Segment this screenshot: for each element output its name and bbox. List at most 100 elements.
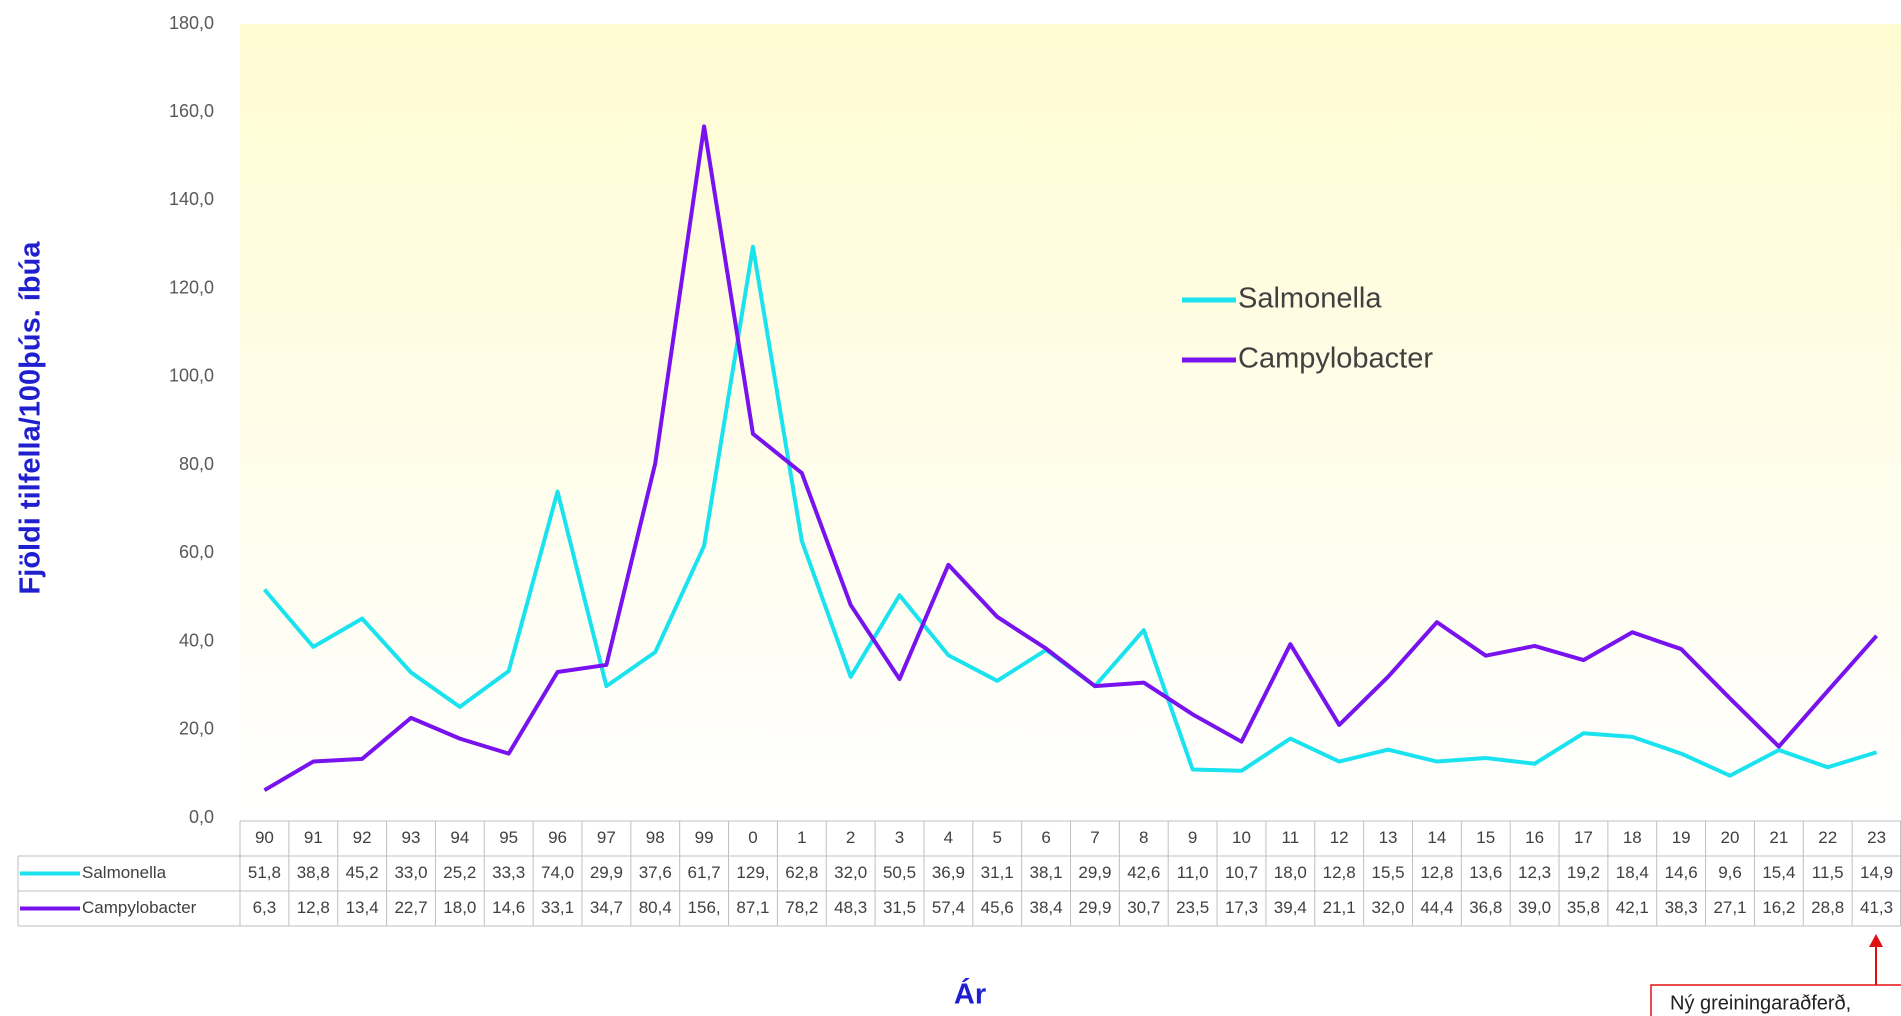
data-label: 34,7 xyxy=(590,898,623,917)
x-tick-label: 14 xyxy=(1427,828,1446,847)
data-label: 78,2 xyxy=(785,898,818,917)
data-label: 44,4 xyxy=(1420,898,1453,917)
data-label: 14,6 xyxy=(1665,863,1698,882)
x-tick-label: 6 xyxy=(1041,828,1050,847)
data-label: 38,3 xyxy=(1665,898,1698,917)
x-tick-label: 21 xyxy=(1769,828,1788,847)
data-label: 18,0 xyxy=(1274,863,1307,882)
data-label: 25,2 xyxy=(443,863,476,882)
data-label: 22,7 xyxy=(394,898,427,917)
annotation: Ný greiningaraðferð, xyxy=(1670,992,1851,1014)
data-label: 74,0 xyxy=(541,863,574,882)
data-label: 13,6 xyxy=(1469,863,1502,882)
x-axis-title: Ár xyxy=(954,977,986,1011)
x-tick-label: 91 xyxy=(304,828,323,847)
table-row-label: Campylobacter xyxy=(82,898,197,917)
annotation-box xyxy=(1650,984,1901,1016)
data-label: 38,4 xyxy=(1030,898,1063,917)
y-tick-label: 180,0 xyxy=(169,13,214,33)
x-tick-label: 9 xyxy=(1188,828,1197,847)
data-label: 30,7 xyxy=(1127,898,1160,917)
data-label: 50,5 xyxy=(883,863,916,882)
data-label: 19,2 xyxy=(1567,863,1600,882)
data-label: 32,0 xyxy=(1371,898,1404,917)
x-tick-label: 10 xyxy=(1232,828,1251,847)
data-label: 6,3 xyxy=(253,898,277,917)
x-tick-label: 98 xyxy=(646,828,665,847)
y-tick-label: 80,0 xyxy=(179,454,214,474)
data-label: 61,7 xyxy=(688,863,721,882)
x-tick-label: 97 xyxy=(597,828,616,847)
data-label: 11,5 xyxy=(1812,863,1844,882)
data-label: 38,8 xyxy=(297,863,330,882)
x-tick-label: 18 xyxy=(1623,828,1642,847)
data-label: 45,2 xyxy=(346,863,379,882)
data-label: 39,0 xyxy=(1518,898,1551,917)
y-axis-title: Fjöldi tilfella/100þús. íbúa xyxy=(15,241,47,595)
data-label: 13,4 xyxy=(346,898,379,917)
x-tick-label: 23 xyxy=(1867,828,1886,847)
data-label: 15,4 xyxy=(1762,863,1795,882)
data-label: 14,6 xyxy=(492,898,525,917)
x-tick-label: 17 xyxy=(1574,828,1593,847)
x-tick-label: 4 xyxy=(944,828,953,847)
x-tick-label: 94 xyxy=(450,828,469,847)
data-label: 27,1 xyxy=(1713,898,1746,917)
data-label: 57,4 xyxy=(932,898,965,917)
data-label: 12,8 xyxy=(297,898,330,917)
y-tick-label: 20,0 xyxy=(179,719,214,739)
data-label: 17,3 xyxy=(1225,898,1258,917)
x-tick-label: 11 xyxy=(1282,828,1300,847)
x-tick-label: 0 xyxy=(748,828,757,847)
data-label: 36,8 xyxy=(1469,898,1502,917)
data-label: 80,4 xyxy=(639,898,672,917)
data-label: 48,3 xyxy=(834,898,867,917)
data-label: 18,4 xyxy=(1616,863,1649,882)
x-tick-label: 92 xyxy=(353,828,372,847)
x-tick-label: 93 xyxy=(402,828,421,847)
x-tick-label: 7 xyxy=(1090,828,1099,847)
data-label: 12,8 xyxy=(1323,863,1356,882)
x-tick-label: 20 xyxy=(1721,828,1740,847)
data-label: 31,5 xyxy=(883,898,916,917)
data-label: 37,6 xyxy=(639,863,672,882)
x-tick-label: 2 xyxy=(846,828,855,847)
y-tick-label: 120,0 xyxy=(169,277,214,297)
y-tick-label: 160,0 xyxy=(169,101,214,121)
data-label: 33,0 xyxy=(394,863,427,882)
data-label: 38,1 xyxy=(1030,863,1063,882)
data-label: 33,1 xyxy=(541,898,574,917)
x-tick-label: 1 xyxy=(797,828,806,847)
x-tick-label: 90 xyxy=(255,828,274,847)
x-tick-label: 22 xyxy=(1818,828,1837,847)
data-label: 10,7 xyxy=(1225,863,1258,882)
data-label: 42,1 xyxy=(1616,898,1649,917)
y-tick-label: 0,0 xyxy=(189,807,214,827)
data-label: 33,3 xyxy=(492,863,525,882)
data-label: 28,8 xyxy=(1811,898,1844,917)
data-label: 18,0 xyxy=(443,898,476,917)
data-label: 29,9 xyxy=(590,863,623,882)
table-row-label: Salmonella xyxy=(82,863,167,882)
data-label: 51,8 xyxy=(248,863,281,882)
legend-label: Campylobacter xyxy=(1238,343,1433,375)
y-tick-label: 40,0 xyxy=(179,630,214,650)
data-label: 29,9 xyxy=(1078,898,1111,917)
data-label: 32,0 xyxy=(834,863,867,882)
data-label: 41,3 xyxy=(1860,898,1893,917)
plot-area xyxy=(240,24,1901,818)
data-label: 21,1 xyxy=(1323,898,1356,917)
x-tick-label: 19 xyxy=(1672,828,1691,847)
data-label: 36,9 xyxy=(932,863,965,882)
data-label: 9,6 xyxy=(1718,863,1742,882)
data-label: 62,8 xyxy=(785,863,818,882)
x-tick-label: 99 xyxy=(695,828,714,847)
data-label: 31,1 xyxy=(981,863,1014,882)
x-tick-label: 8 xyxy=(1139,828,1148,847)
data-label: 87,1 xyxy=(736,898,769,917)
y-tick-label: 140,0 xyxy=(169,189,214,209)
data-label: 129, xyxy=(736,863,769,882)
data-label: 12,3 xyxy=(1518,863,1551,882)
x-tick-label: 96 xyxy=(548,828,567,847)
